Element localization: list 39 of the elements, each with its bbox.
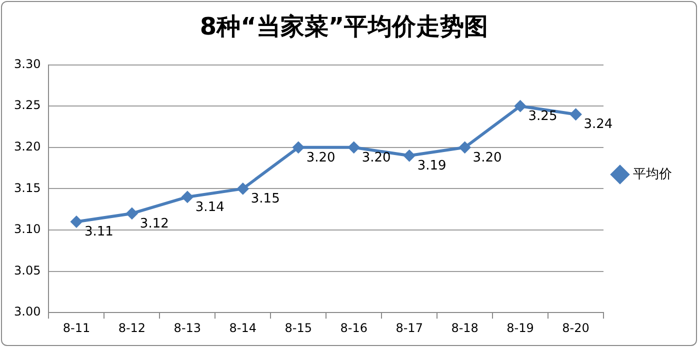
x-tick-label: 8-15	[284, 320, 312, 335]
text: 3.10	[14, 222, 41, 236]
text: 3.20	[14, 140, 41, 154]
data-label: 3.12	[140, 216, 169, 232]
x-tick-label: 8-13	[174, 320, 202, 335]
data-label: 3.20	[472, 150, 502, 166]
chart-title: 8种“当家菜”平均价走势图	[200, 12, 488, 41]
point	[70, 216, 82, 228]
data-label: 3.20	[362, 150, 391, 166]
x-tick-label: 8-11	[62, 320, 90, 335]
point	[292, 141, 304, 154]
point	[126, 207, 138, 220]
data-label: 3.11	[84, 224, 114, 240]
x-tick-label: 8-19	[506, 320, 534, 335]
x-tick-label: 8-17	[396, 320, 423, 335]
x-tick-label: 8-12	[118, 320, 146, 335]
x-tick-label: 8-18	[451, 320, 478, 335]
text: 3.00	[14, 304, 41, 319]
data-label: 3.14	[195, 200, 224, 215]
data-label: 3.20	[306, 150, 336, 166]
point	[348, 141, 360, 154]
point	[570, 108, 582, 120]
data-label: 3.19	[417, 158, 446, 174]
text: 3.25	[14, 98, 41, 112]
point	[458, 141, 471, 154]
legend-label: 平均价	[633, 166, 672, 182]
data-label: 3.25	[528, 108, 558, 124]
text: 3.30	[14, 56, 41, 71]
text: 3.05	[14, 263, 41, 278]
text: 3.15	[14, 180, 41, 195]
point	[514, 100, 526, 112]
x-tick-label: 8-20	[562, 320, 590, 335]
point	[403, 150, 416, 162]
data-label: 3.24	[584, 117, 613, 132]
data-label: 3.15	[250, 192, 280, 207]
point	[236, 182, 249, 195]
x-tick-label: 8-16	[340, 320, 368, 335]
x-tick-label: 8-14	[229, 320, 257, 335]
point	[181, 190, 194, 203]
